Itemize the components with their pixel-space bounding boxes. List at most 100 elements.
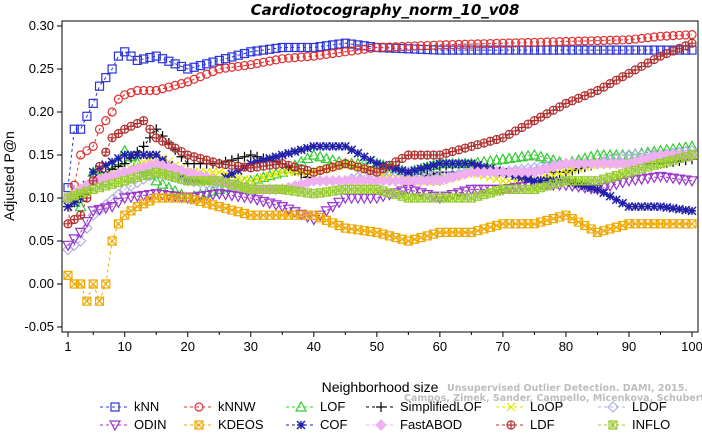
data-point	[523, 174, 533, 184]
data-point	[428, 45, 439, 55]
legend-marker	[375, 419, 387, 431]
data-point	[74, 227, 87, 239]
legend-marker	[294, 400, 308, 412]
legend-label: ODIN	[134, 417, 167, 432]
credit-line-2: Campos, Zimek, Sander, Campello, Micenko…	[404, 393, 702, 404]
data-point	[517, 45, 527, 55]
data-point	[561, 36, 571, 47]
data-point	[290, 42, 300, 53]
data-point	[328, 186, 338, 196]
data-point	[145, 124, 155, 134]
data-point	[227, 52, 237, 62]
data-point	[599, 174, 609, 184]
data-point	[687, 150, 697, 160]
data-point	[150, 174, 163, 186]
data-point	[88, 98, 98, 109]
data-point	[183, 64, 193, 74]
data-point	[567, 166, 577, 175]
data-point	[636, 45, 647, 55]
data-point	[145, 52, 155, 63]
data-point	[580, 181, 590, 191]
data-point	[328, 40, 338, 50]
data-point	[315, 188, 325, 198]
data-point	[88, 141, 98, 151]
legend-label: kNN	[134, 399, 159, 414]
data-point	[94, 296, 105, 306]
data-point	[605, 35, 615, 45]
data-point	[131, 191, 144, 203]
data-point	[120, 150, 130, 160]
data-point	[435, 45, 445, 55]
data-point	[208, 66, 218, 77]
data-point	[126, 88, 136, 98]
data-point	[496, 153, 509, 164]
data-point	[372, 42, 382, 53]
data-point	[466, 45, 476, 55]
data-point	[63, 202, 73, 212]
data-point	[353, 45, 363, 55]
data-point	[681, 152, 691, 162]
data-point	[232, 191, 245, 203]
data-point	[466, 39, 476, 49]
data-point	[101, 160, 111, 170]
data-point	[649, 45, 659, 55]
data-point	[637, 202, 647, 212]
data-point	[536, 37, 546, 47]
data-point	[157, 84, 168, 94]
data-point	[648, 172, 661, 184]
data-point	[63, 183, 73, 193]
data-point	[101, 147, 111, 157]
data-point	[567, 45, 577, 55]
data-point	[82, 146, 92, 156]
data-point	[189, 62, 199, 72]
data-point	[76, 150, 86, 160]
data-point	[428, 40, 439, 50]
data-point	[258, 172, 268, 182]
data-point	[239, 60, 250, 71]
data-point	[76, 210, 86, 220]
data-point	[321, 187, 332, 197]
data-point	[252, 46, 262, 56]
data-point	[202, 69, 212, 79]
data-point	[252, 157, 262, 167]
series-line	[67, 154, 693, 199]
data-point	[202, 59, 212, 69]
data-point	[636, 33, 647, 43]
data-point	[258, 155, 268, 165]
data-point	[465, 184, 478, 196]
data-point	[88, 184, 98, 194]
data-point	[61, 240, 75, 252]
data-point	[542, 181, 552, 191]
data-point	[605, 172, 615, 182]
data-point	[88, 167, 98, 177]
y-tick-label: 0.05	[29, 233, 54, 248]
data-point	[321, 49, 332, 59]
data-point	[82, 111, 92, 121]
data-point	[384, 42, 395, 52]
data-point	[164, 82, 174, 92]
data-point	[454, 39, 464, 50]
data-point	[592, 176, 603, 186]
data-point	[454, 159, 464, 169]
data-point	[139, 85, 149, 96]
data-point	[492, 186, 502, 196]
data-point	[137, 190, 150, 202]
data-point	[88, 279, 98, 289]
legend-marker	[376, 402, 386, 412]
data-point	[641, 173, 654, 185]
legend-label: kNNW	[218, 399, 256, 414]
data-point	[586, 183, 596, 193]
x-tick-label: 60	[433, 339, 447, 354]
series-line	[67, 154, 693, 199]
data-point	[630, 45, 640, 55]
data-point	[592, 45, 603, 55]
data-point	[227, 169, 237, 179]
data-point	[555, 177, 565, 188]
plot-area	[61, 20, 699, 333]
legend-label: INFLO	[632, 417, 670, 432]
legend-marker	[108, 420, 122, 432]
data-point	[233, 61, 243, 72]
data-point	[233, 50, 243, 60]
legend-marker	[296, 420, 306, 430]
data-point	[239, 48, 250, 59]
